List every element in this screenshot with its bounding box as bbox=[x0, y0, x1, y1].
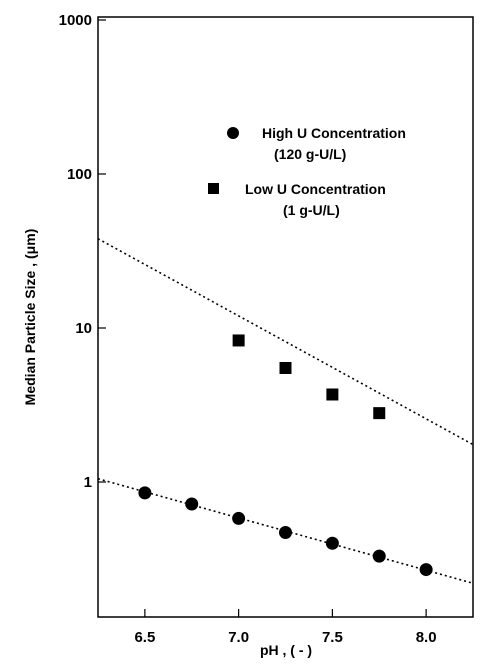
x-tick-label: 7.0 bbox=[228, 629, 249, 646]
x-tick-label: 6.5 bbox=[134, 629, 155, 646]
legend: High U Concentration (120 g-U/L) Low U C… bbox=[208, 125, 406, 218]
x-tick-label: 8.0 bbox=[416, 629, 437, 646]
data-point-high-u bbox=[279, 525, 292, 539]
legend-label-low-u: Low U Concentration bbox=[245, 181, 386, 197]
x-axis-label: pH , ( - ) bbox=[260, 642, 312, 658]
data-point-high-u bbox=[232, 511, 246, 525]
data-point-high-u bbox=[325, 536, 339, 550]
data-point-low-u bbox=[232, 334, 245, 347]
data-point-low-u bbox=[373, 407, 386, 420]
legend-marker-high-u bbox=[227, 127, 239, 139]
data-point-low-u bbox=[279, 361, 292, 374]
y-axis-label: Median Particle Size , (μm) bbox=[22, 229, 38, 406]
legend-sublabel-low-u: (1 g-U/L) bbox=[283, 202, 340, 218]
legend-label-high-u: High U Concentration bbox=[262, 125, 406, 141]
plot-frame bbox=[97, 16, 474, 618]
x-tick-label: 7.5 bbox=[322, 629, 343, 646]
data-point-high-u bbox=[185, 497, 199, 511]
x-axis-ticks: 6.5 7.0 7.5 8.0 bbox=[134, 609, 437, 646]
fit-line-series-1 bbox=[97, 238, 474, 446]
y-tick-label: 1 bbox=[84, 474, 92, 491]
data-point-high-u bbox=[419, 563, 433, 577]
y-tick-label: 10 bbox=[75, 320, 92, 337]
y-axis-ticks: 1 10 100 1000 bbox=[59, 12, 106, 491]
data-markers bbox=[138, 334, 433, 577]
y-tick-label: 1000 bbox=[59, 12, 92, 29]
fit-lines bbox=[97, 238, 474, 585]
legend-marker-low-u bbox=[208, 183, 219, 194]
data-point-high-u bbox=[138, 486, 152, 500]
data-point-low-u bbox=[326, 388, 339, 401]
legend-sublabel-high-u: (120 g-U/L) bbox=[274, 146, 346, 162]
y-tick-label: 100 bbox=[67, 166, 92, 183]
data-point-high-u bbox=[372, 549, 386, 563]
